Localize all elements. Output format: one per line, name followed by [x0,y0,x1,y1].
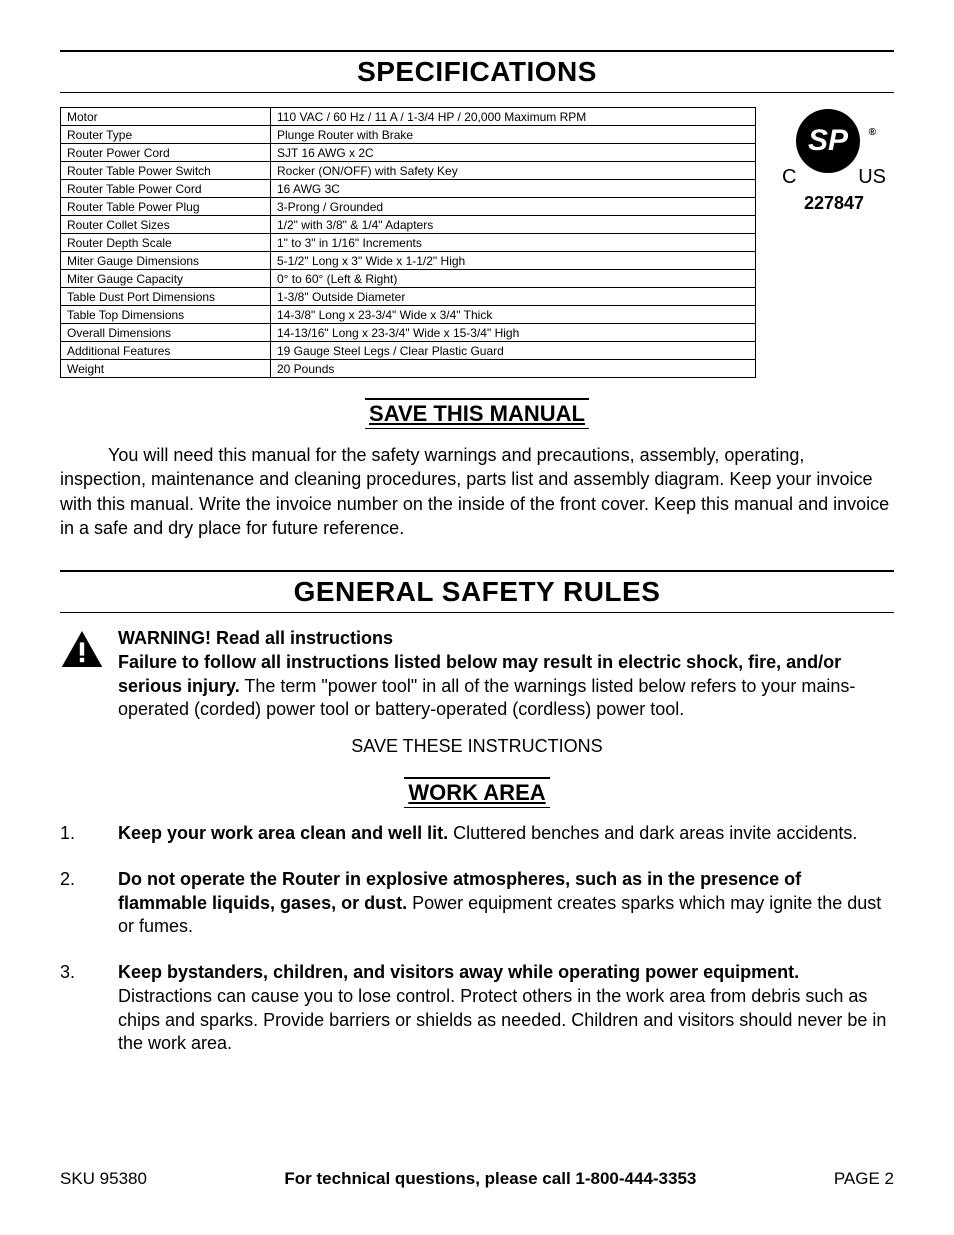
heading-specifications: SPECIFICATIONS [60,56,894,88]
table-row: Motor110 VAC / 60 Hz / 11 A / 1-3/4 HP /… [61,108,756,126]
certification-logo: SP ® C US 227847 [774,107,894,214]
sp-reg: ® [869,127,876,138]
rule-rest: Cluttered benches and dark areas invite … [448,823,857,843]
table-row: Table Top Dimensions14-3/8" Long x 23-3/… [61,306,756,324]
list-item: 1.Keep your work area clean and well lit… [60,822,894,846]
page-footer: SKU 95380 For technical questions, pleas… [60,1169,894,1189]
rule-text: Keep bystanders, children, and visitors … [118,961,894,1056]
footer-phone: For technical questions, please call 1-8… [284,1169,696,1189]
spec-value: Rocker (ON/OFF) with Safety Key [271,162,756,180]
rule-under-2 [60,612,894,613]
spec-value: 110 VAC / 60 Hz / 11 A / 1-3/4 HP / 20,0… [271,108,756,126]
spec-value: 1" to 3" in 1/16" Increments [271,234,756,252]
spec-label: Router Collet Sizes [61,216,271,234]
spec-label: Router Table Power Cord [61,180,271,198]
spec-value: 0° to 60° (Left & Right) [271,270,756,288]
table-row: Table Dust Port Dimensions1-3/8" Outside… [61,288,756,306]
sp-c: C [782,166,796,189]
table-row: Router Table Power Cord16 AWG 3C [61,180,756,198]
rule-number: 2. [60,868,118,939]
spec-value: 5-1/2" Long x 3" Wide x 1-1/2" High [271,252,756,270]
table-row: Router Collet Sizes1/2" with 3/8" & 1/4"… [61,216,756,234]
list-item: 2.Do not operate the Router in explosive… [60,868,894,939]
warning-icon [60,627,104,722]
heading-save-manual: SAVE THIS MANUAL [365,398,589,429]
spec-value: Plunge Router with Brake [271,126,756,144]
list-item: 3.Keep bystanders, children, and visitor… [60,961,894,1056]
spec-label: Table Dust Port Dimensions [61,288,271,306]
spec-label: Router Power Cord [61,144,271,162]
work-area-rules: 1.Keep your work area clean and well lit… [60,822,894,1056]
spec-label: Weight [61,360,271,378]
spec-value: 14-13/16" Long x 23-3/4" Wide x 15-3/4" … [271,324,756,342]
footer-sku: SKU 95380 [60,1169,147,1189]
sp-us: US [858,166,886,189]
specifications-table: Motor110 VAC / 60 Hz / 11 A / 1-3/4 HP /… [60,107,756,378]
sp-mark-icon: SP ® C US [784,109,884,189]
spec-label: Router Type [61,126,271,144]
spec-label: Miter Gauge Capacity [61,270,271,288]
warning-block: WARNING! Read all instructions Failure t… [60,627,894,722]
spec-value: SJT 16 AWG x 2C [271,144,756,162]
rule-top [60,50,894,52]
spec-label: Router Depth Scale [61,234,271,252]
rule-bold: Keep your work area clean and well lit. [118,823,448,843]
spec-value: 1/2" with 3/8" & 1/4" Adapters [271,216,756,234]
spec-value: 20 Pounds [271,360,756,378]
table-row: Router Table Power SwitchRocker (ON/OFF)… [61,162,756,180]
table-row: Router Depth Scale1" to 3" in 1/16" Incr… [61,234,756,252]
spec-value: 14-3/8" Long x 23-3/4" Wide x 3/4" Thick [271,306,756,324]
footer-page: PAGE 2 [834,1169,894,1189]
table-row: Router Table Power Plug3-Prong / Grounde… [61,198,756,216]
rule-text: Keep your work area clean and well lit. … [118,822,894,846]
spec-value: 1-3/8" Outside Diameter [271,288,756,306]
spec-label: Router Table Power Plug [61,198,271,216]
table-row: Router Power CordSJT 16 AWG x 2C [61,144,756,162]
warning-text: WARNING! Read all instructions Failure t… [118,627,894,722]
rule-under [60,92,894,93]
sp-mark-text: SP [796,109,860,173]
rule-number: 3. [60,961,118,1056]
rule-rest: Distractions can cause you to lose contr… [118,986,886,1054]
heading-general-safety: GENERAL SAFETY RULES [60,576,894,608]
table-row: Overall Dimensions14-13/16" Long x 23-3/… [61,324,756,342]
rule-top-2 [60,570,894,572]
rule-number: 1. [60,822,118,846]
spec-label: Router Table Power Switch [61,162,271,180]
table-row: Additional Features19 Gauge Steel Legs /… [61,342,756,360]
spec-value: 19 Gauge Steel Legs / Clear Plastic Guar… [271,342,756,360]
cert-number: 227847 [774,193,894,214]
spec-label: Table Top Dimensions [61,306,271,324]
spec-label: Miter Gauge Dimensions [61,252,271,270]
warning-title: WARNING! Read all instructions [118,628,393,648]
rule-bold: Keep bystanders, children, and visitors … [118,962,799,982]
spec-section: Motor110 VAC / 60 Hz / 11 A / 1-3/4 HP /… [60,107,894,378]
table-row: Router TypePlunge Router with Brake [61,126,756,144]
spec-value: 16 AWG 3C [271,180,756,198]
spec-label: Overall Dimensions [61,324,271,342]
save-instructions-line: SAVE THESE INSTRUCTIONS [60,736,894,757]
table-row: Weight20 Pounds [61,360,756,378]
spec-value: 3-Prong / Grounded [271,198,756,216]
save-manual-paragraph: You will need this manual for the safety… [60,443,894,540]
rule-text: Do not operate the Router in explosive a… [118,868,894,939]
heading-work-area: WORK AREA [404,777,549,808]
spec-label: Motor [61,108,271,126]
spec-label: Additional Features [61,342,271,360]
table-row: Miter Gauge Dimensions5-1/2" Long x 3" W… [61,252,756,270]
table-row: Miter Gauge Capacity0° to 60° (Left & Ri… [61,270,756,288]
